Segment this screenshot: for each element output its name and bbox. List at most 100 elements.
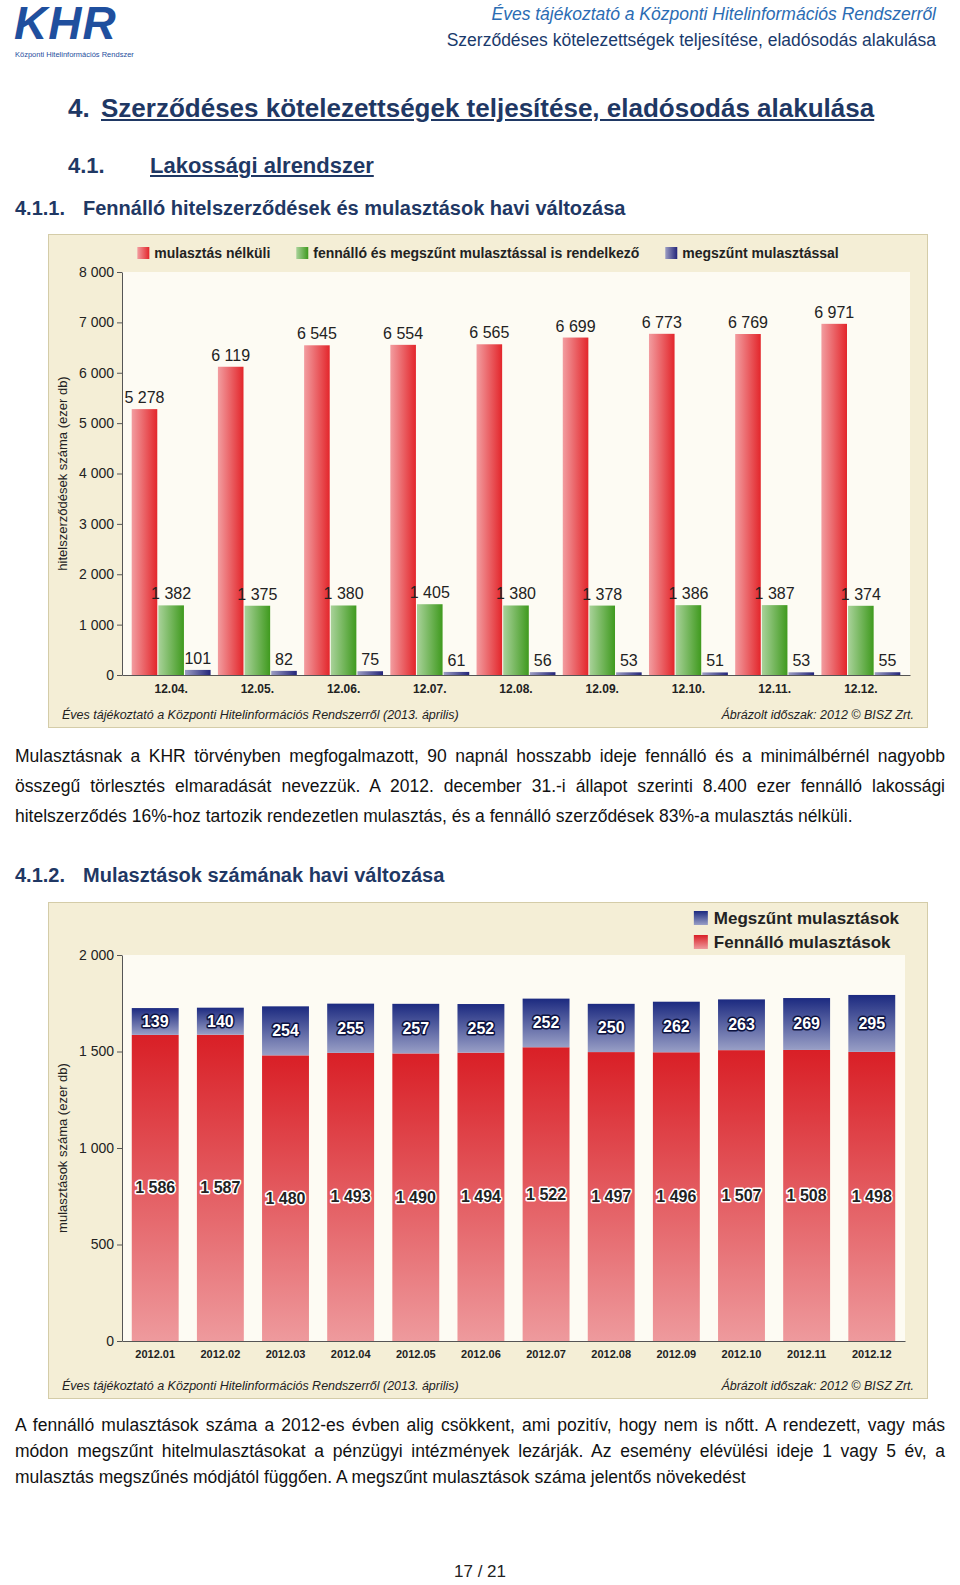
data-label: 6 699: [556, 318, 596, 335]
data-label: 1 378: [582, 586, 622, 603]
subsubsection-number: 4.1.1.: [15, 197, 65, 220]
data-label: 1 498: [852, 1188, 892, 1205]
y-axis: 01 0002 0003 0004 0005 0006 0007 0008 00…: [79, 264, 123, 683]
annotation: Ábrázolt időszak: 2012 © BISZ Zrt.: [720, 1378, 914, 1393]
x-tick-label: 12.11.: [758, 682, 791, 696]
bar: [530, 672, 556, 675]
y-tick-label: 3 000: [79, 516, 114, 532]
x-tick-label: 12.05.: [241, 682, 274, 696]
y-tick: 8 000: [79, 264, 122, 280]
x-tick: 2012.09: [656, 1341, 696, 1360]
bar: [563, 338, 589, 675]
data-label: 1 508: [787, 1187, 827, 1204]
y-tick-label: 8 000: [79, 264, 114, 280]
legend-label: mulasztás nélküli: [154, 245, 270, 261]
data-label: 139: [142, 1013, 169, 1030]
chart: 1 5861 5871 4801 4931 4901 4941 5221 497…: [48, 902, 928, 1399]
plot-area: [122, 272, 910, 675]
legend-swatch: [694, 911, 708, 925]
y-tick-label: 4 000: [79, 465, 114, 481]
x-tick-label: 12.09.: [586, 682, 619, 696]
bar: [331, 605, 357, 675]
bar: [132, 1035, 179, 1341]
bar: [848, 1052, 895, 1341]
data-label: 269: [793, 1015, 820, 1032]
bar: [718, 1050, 765, 1341]
page-number: 17 / 21: [0, 1562, 960, 1582]
y-axis-title: mulasztások száma (ezer db): [55, 1063, 70, 1233]
data-label: 255: [337, 1020, 364, 1037]
data-labels: 1 5861 5871 4801 4931 4901 4941 5221 497…: [135, 1013, 892, 1207]
y-tick: 6 000: [79, 365, 122, 381]
data-label: 1 490: [396, 1189, 436, 1206]
x-tick-label: 12.08.: [499, 682, 532, 696]
legend-swatch: [665, 247, 677, 259]
data-label: 252: [533, 1014, 560, 1031]
data-label: 1 587: [200, 1179, 240, 1196]
x-tick: 12.10.: [672, 675, 705, 696]
y-axis: 05001 0001 5002 000: [79, 947, 123, 1349]
x-tick-label: 2012.04: [331, 1348, 372, 1360]
x-tick-label: 2012.02: [200, 1348, 240, 1360]
bar: [327, 1004, 374, 1053]
x-tick: 2012.11: [787, 1341, 826, 1360]
bar: [262, 1006, 309, 1055]
section-number: 4.: [68, 93, 90, 124]
data-label: 1 374: [841, 586, 881, 603]
data-label: 6 545: [297, 325, 337, 342]
data-label: 6 565: [469, 324, 509, 341]
x-tick: 2012.06: [461, 1341, 501, 1360]
bar: [197, 1035, 244, 1341]
x-tick-label: 12.04.: [154, 682, 187, 696]
y-tick-mark: [117, 955, 122, 956]
bar: [523, 999, 570, 1048]
y-tick-label: 2 000: [79, 947, 114, 963]
bars: [132, 324, 901, 675]
x-tick: 12.05.: [241, 675, 274, 696]
x-tick: 2012.07: [526, 1341, 566, 1360]
y-tick-mark: [117, 524, 122, 525]
legend-item: Megszűnt mulasztások: [694, 909, 900, 928]
data-label: 257: [402, 1020, 429, 1037]
bar: [735, 334, 761, 675]
bar: [676, 605, 702, 675]
header-subtitle: Szerződéses kötelezettségek teljesítése,…: [447, 30, 936, 51]
bar: [589, 606, 615, 675]
bar: [762, 605, 788, 675]
data-label: 6 554: [383, 325, 423, 342]
y-tick-label: 5 000: [79, 415, 114, 431]
bar: [503, 605, 529, 675]
x-tick: 2012.04: [331, 1341, 372, 1360]
data-label: 1 386: [668, 585, 708, 602]
paragraph: Mulasztásnak a KHR törvényben megfogalma…: [15, 741, 945, 831]
y-tick-label: 6 000: [79, 365, 114, 381]
legend-label: megszűnt mulasztással: [682, 245, 838, 261]
x-tick: 12.11.: [758, 675, 791, 696]
bar: [821, 324, 847, 675]
legend: Megszűnt mulasztásokFennálló mulasztások: [694, 909, 900, 952]
chart: 5 2786 1196 5456 5546 5656 6996 7736 769…: [48, 234, 928, 728]
bar: [417, 604, 443, 675]
data-label: 1 387: [755, 585, 795, 602]
data-label: 1 494: [461, 1188, 501, 1205]
y-axis-line: [122, 273, 123, 676]
legend-label: Megszűnt mulasztások: [714, 909, 900, 928]
y-tick: 2 000: [79, 566, 122, 582]
x-tick: 12.06.: [327, 675, 360, 696]
bar: [444, 672, 470, 675]
y-tick-mark: [117, 373, 122, 374]
x-tick: 12.07.: [413, 675, 446, 696]
bar: [783, 1050, 830, 1341]
y-tick-label: 2 000: [79, 566, 114, 582]
chart-background: [49, 235, 928, 728]
x-tick: 12.04.: [154, 675, 187, 696]
bar: [848, 995, 895, 1052]
data-label: 1 382: [151, 585, 191, 602]
y-tick: 7 000: [79, 314, 122, 330]
data-label: 262: [663, 1018, 690, 1035]
legend-swatch: [694, 935, 708, 949]
bar: [357, 671, 383, 675]
x-tick-label: 2012.03: [266, 1348, 306, 1360]
data-label: 6 769: [728, 314, 768, 331]
paragraph: A fennálló mulasztások száma a 2012-es é…: [15, 1412, 945, 1490]
